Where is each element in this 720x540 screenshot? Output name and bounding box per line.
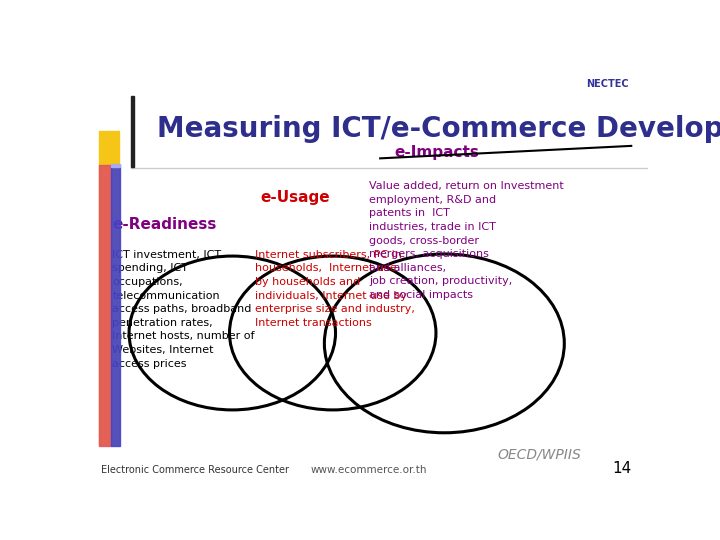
Bar — [111, 165, 120, 446]
Text: e-Readiness: e-Readiness — [112, 218, 217, 232]
Text: e-Impacts: e-Impacts — [394, 145, 479, 160]
Bar — [131, 96, 134, 167]
Text: OECD/WPIIS: OECD/WPIIS — [498, 448, 581, 462]
Text: Measuring ICT/e-Commerce Development: Measuring ICT/e-Commerce Development — [157, 115, 720, 143]
Text: e-Usage: e-Usage — [260, 191, 330, 205]
Text: www.ecommerce.or.th: www.ecommerce.or.th — [311, 465, 427, 475]
Text: Electronic Commerce Resource Center: Electronic Commerce Resource Center — [101, 465, 289, 475]
Text: ICT investment, ICT
spending, ICT
occupations,
telecommunication
access paths, b: ICT investment, ICT spending, ICT occupa… — [112, 250, 255, 369]
Bar — [99, 165, 111, 446]
Bar — [111, 164, 120, 167]
Bar — [99, 131, 119, 446]
Text: Value added, return on Investment
employment, R&D and
patents in  ICT
industries: Value added, return on Investment employ… — [369, 181, 564, 300]
Text: Internet subscribers, PC in
households,  Internet use
by households and
individu: Internet subscribers, PC in households, … — [255, 250, 415, 328]
Text: NECTEC: NECTEC — [587, 78, 629, 89]
Text: 14: 14 — [612, 461, 631, 476]
